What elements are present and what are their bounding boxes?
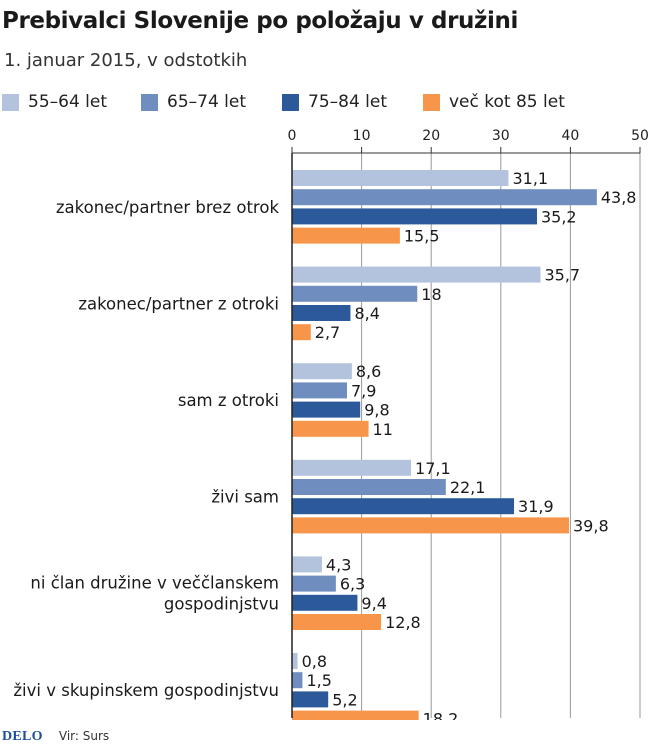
x-tick-label: 40 [561,128,579,144]
category-label: zakonec/partner brez otrok [56,198,280,217]
value-label: 8,4 [354,304,379,323]
value-label: 15,5 [404,227,440,246]
legend: 55–64 let 65–74 let 75–84 let več kot 85… [0,92,660,114]
value-label: 9,4 [361,594,386,613]
legend-swatch-85-plus [423,93,440,111]
legend-label-85-plus: več kot 85 let [449,92,565,112]
bar [292,208,537,225]
bar [292,614,382,630]
bar [292,285,418,302]
bar [292,170,509,186]
legend-swatch-75-84 [282,93,299,111]
chart-subtitle: 1. januar 2015, v odstotkih [4,50,248,71]
category-label: gospodinjstvu [164,595,279,614]
delo-logo: DELO [2,729,43,744]
bar [292,710,419,720]
value-label: 12,8 [385,613,421,632]
value-label: 43,8 [601,188,637,207]
legend-swatch-65-74 [141,93,158,111]
legend-swatch-55-64 [2,93,19,111]
value-label: 17,1 [415,459,451,478]
value-label: 5,2 [332,690,357,709]
value-label: 4,3 [326,555,351,574]
value-label: 35,2 [541,207,577,226]
bar [292,672,303,689]
bar [292,324,311,341]
x-tick-label: 30 [492,128,510,144]
value-label: 9,8 [364,401,389,420]
x-tick-label: 0 [288,128,297,144]
chart-title: Prebivalci Slovenije po položaju v druži… [2,8,518,34]
x-tick-label: 20 [422,128,440,144]
value-label: 0,8 [302,652,327,671]
bar [292,575,336,592]
bar [292,305,351,321]
category-label: živi v skupinskem gospodinjstvu [13,681,279,700]
bar [292,653,298,669]
bar [292,401,361,418]
legend-item-75-84: 75–84 let [282,92,387,112]
value-label: 2,7 [315,323,340,342]
x-tick-label: 10 [353,128,371,144]
bar [292,420,369,437]
legend-label-55-64: 55–64 let [28,92,108,112]
value-label: 1,5 [306,671,331,690]
bar [292,363,352,380]
category-label: sam z otroki [178,391,279,410]
value-label: 39,8 [573,516,609,535]
category-label: ni član družine v veččlanskem [30,574,279,593]
bar [292,556,322,573]
bar [292,594,358,611]
legend-label-75-84: 75–84 let [308,92,388,112]
bar [292,266,541,283]
value-label: 31,1 [512,169,548,188]
bar [292,691,329,708]
source-note: Vir: Surs [58,729,110,743]
bar-chart: 0 10 20 30 40 50 31,1 43,8 35,2 15,5 zakonec/partn… [13,128,649,720]
value-label: 22,1 [450,478,486,497]
value-label: 7,9 [351,381,376,400]
legend-item-85-plus: več kot 85 let [423,92,565,112]
category-label: živi sam [211,488,279,507]
footer: DELO Vir: Surs [2,729,109,745]
x-tick-label: 50 [631,128,649,144]
legend-label-65-74: 65–74 let [167,92,247,112]
bar [292,498,515,515]
legend-item-65-74: 65–74 let [141,92,246,112]
bar [292,227,400,244]
bar [292,189,597,206]
bar [292,517,570,534]
legend-item-55-64: 55–64 let [2,92,107,112]
bar [292,459,412,476]
bar [292,382,347,399]
value-label: 18,2 [423,710,459,720]
value-label: 8,6 [356,362,381,381]
value-label: 31,9 [518,497,554,516]
bar [292,479,446,495]
value-label: 11 [373,420,393,439]
value-label: 18 [421,285,441,304]
value-label: 35,7 [544,266,580,285]
category-label: zakonec/partner z otroki [78,294,279,313]
value-label: 6,3 [340,575,365,594]
